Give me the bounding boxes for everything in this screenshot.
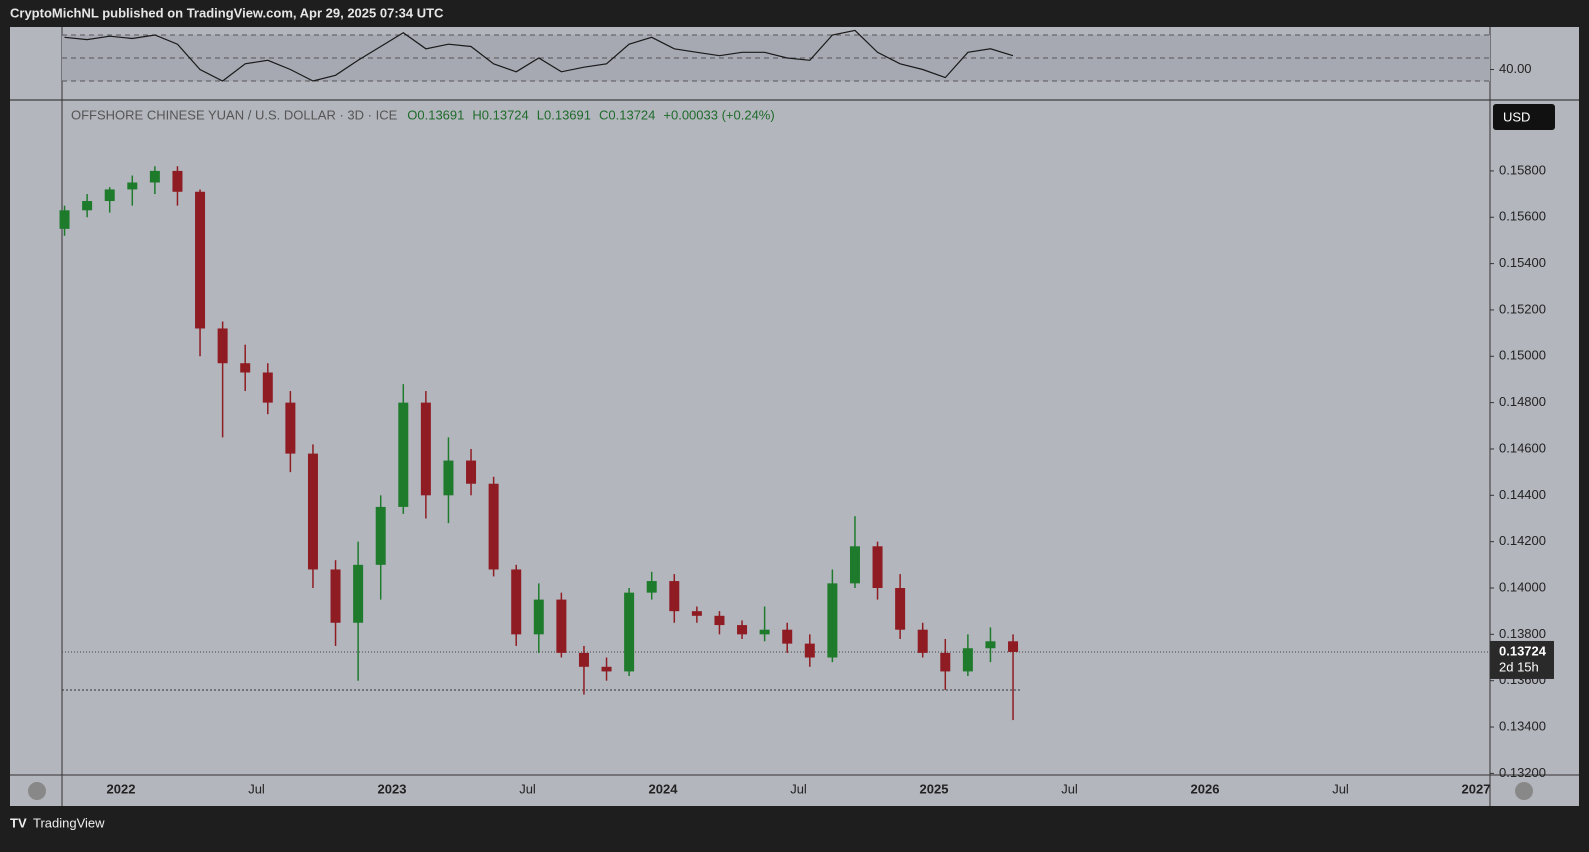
candle-body	[985, 641, 996, 649]
candle-body	[262, 372, 273, 403]
rsi-tick-label: 40.00	[1499, 61, 1532, 76]
last-price-box	[1490, 640, 1554, 679]
ohlc-value: L0.13691	[537, 107, 591, 122]
y-tick-label: 0.14600	[1499, 440, 1546, 455]
x-tick-label: 2026	[1191, 781, 1220, 796]
candle-body	[895, 588, 906, 630]
candle-body	[624, 592, 635, 672]
last-price: 0.13724	[1499, 643, 1547, 658]
candle-body	[691, 611, 702, 616]
candle-body	[759, 629, 770, 635]
y-tick-label: 0.14400	[1499, 487, 1546, 502]
brand-logo: TV	[10, 815, 27, 830]
x-tick-label: 2025	[920, 781, 949, 796]
y-tick-label: 0.13200	[1499, 765, 1546, 780]
candle-body	[917, 629, 928, 653]
candle-body	[466, 460, 477, 484]
candle-body	[195, 191, 206, 329]
ohlc-value: H0.13724	[472, 107, 528, 122]
y-tick-label: 0.14000	[1499, 579, 1546, 594]
x-tick-label: 2024	[649, 781, 679, 796]
candle-body	[353, 564, 364, 623]
y-tick-label: 0.15800	[1499, 162, 1546, 177]
publisher: CryptoMichNL published on TradingView.co…	[10, 5, 444, 20]
candle-body	[782, 629, 793, 644]
candle-body	[578, 652, 589, 667]
currency: USD	[1503, 109, 1530, 124]
candle-body	[127, 182, 138, 190]
candle-body	[488, 483, 499, 570]
x-tick-label: Jul	[1061, 781, 1078, 796]
ohlc-value: +0.00033 (+0.24%)	[663, 107, 774, 122]
y-tick-label: 0.13800	[1499, 626, 1546, 641]
candle-body	[737, 625, 748, 635]
candle-body	[375, 506, 386, 565]
candle-body	[104, 189, 115, 202]
x-tick-label: Jul	[790, 781, 807, 796]
candle-body	[601, 666, 612, 672]
candle-body	[646, 581, 657, 593]
symbol-title: OFFSHORE CHINESE YUAN / U.S. DOLLAR · 3D…	[71, 107, 398, 122]
y-tick-label: 0.15200	[1499, 301, 1546, 316]
brand: TradingView	[33, 815, 105, 830]
x-tick-label: Jul	[1332, 781, 1349, 796]
candle-body	[443, 460, 454, 496]
candle-body	[59, 210, 70, 229]
y-tick-label: 0.15000	[1499, 348, 1546, 363]
chart-panel	[10, 27, 1579, 806]
candle-body	[285, 402, 296, 454]
candle-body	[1008, 641, 1019, 652]
currency-box[interactable]	[1493, 104, 1555, 130]
x-tick-label: 2022	[107, 781, 136, 796]
countdown: 2d 15h	[1499, 659, 1539, 674]
candle-body	[82, 201, 93, 211]
candle-body	[872, 546, 883, 589]
rsi-line	[64, 29, 1014, 82]
candle-body	[962, 648, 973, 672]
candle-body	[330, 569, 341, 623]
candle-body	[511, 569, 522, 635]
candle-body	[714, 615, 725, 626]
candle-body	[420, 402, 431, 496]
candle-body	[307, 453, 318, 570]
y-tick-label: 0.15600	[1499, 209, 1546, 224]
ohlc-value: C0.13724	[599, 107, 655, 122]
candle-body	[940, 652, 951, 672]
y-tick-label: 0.14800	[1499, 394, 1546, 409]
x-tick-label: 2023	[378, 781, 407, 796]
candle-body	[669, 581, 680, 612]
candle-body	[556, 599, 567, 653]
candle-body	[172, 170, 183, 192]
x-tick-label: 2027	[1462, 781, 1491, 796]
settings-icon[interactable]	[28, 782, 46, 800]
candle-body	[533, 599, 544, 635]
x-tick-label: Jul	[248, 781, 265, 796]
y-tick-label: 0.13400	[1499, 718, 1546, 733]
candle-body	[217, 328, 228, 364]
candle-body	[827, 583, 838, 658]
scale-icon[interactable]	[1515, 782, 1533, 800]
y-tick-label: 0.15400	[1499, 255, 1546, 270]
candle-body	[849, 546, 860, 584]
candle-body	[398, 402, 409, 507]
ohlc-value: O0.13691	[407, 107, 464, 122]
candle-body	[149, 170, 160, 183]
y-tick-label: 0.14200	[1499, 533, 1546, 548]
candle-body	[804, 643, 815, 658]
candle-body	[240, 363, 251, 373]
x-tick-label: Jul	[519, 781, 536, 796]
